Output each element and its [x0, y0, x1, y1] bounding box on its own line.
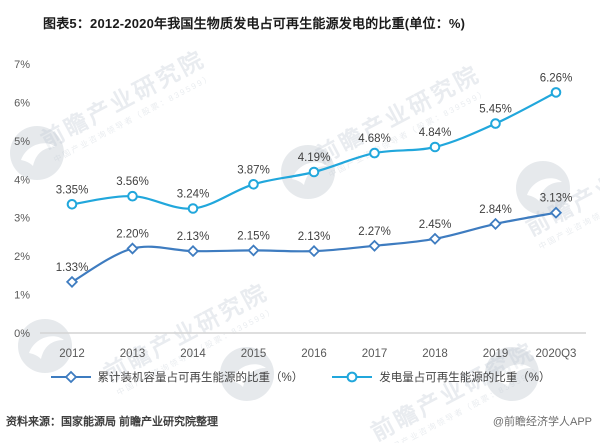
legend-item-generation-share: 发电量占可再生能源的比重（%）	[331, 369, 550, 385]
svg-text:3%: 3%	[14, 213, 30, 225]
svg-text:4.19%: 4.19%	[298, 152, 331, 164]
source-note: 资料来源：国家能源局 前瞻产业研究院整理	[6, 416, 219, 428]
svg-text:2.84%: 2.84%	[479, 204, 512, 216]
chart-title: 图表5：2012-2020年我国生物质发电占可再生能源发电的比重(单位：%)	[43, 16, 466, 31]
legend-item-capacity-share: 累计装机容量占可再生能源的比重（%）	[50, 369, 304, 385]
svg-text:1%: 1%	[14, 290, 30, 302]
legend-label-capacity-share: 累计装机容量占可再生能源的比重（%）	[97, 372, 304, 384]
svg-text:4%: 4%	[14, 174, 30, 186]
svg-text:2019: 2019	[483, 348, 509, 360]
svg-text:0%: 0%	[14, 328, 30, 340]
circle-series-marker-icon	[332, 371, 373, 383]
svg-text:2017: 2017	[362, 348, 388, 360]
svg-text:3.24%: 3.24%	[177, 188, 210, 200]
svg-text:2018: 2018	[422, 348, 448, 360]
svg-text:2012: 2012	[59, 348, 85, 360]
svg-text:5.45%: 5.45%	[479, 104, 512, 116]
credit-note: @前瞻经济学人APP	[492, 416, 592, 428]
svg-text:6.26%: 6.26%	[540, 72, 573, 84]
svg-text:3.87%: 3.87%	[237, 164, 270, 176]
svg-text:7%: 7%	[14, 59, 30, 71]
svg-text:2.20%: 2.20%	[116, 228, 149, 240]
svg-text:2014: 2014	[180, 348, 206, 360]
svg-text:2%: 2%	[14, 251, 30, 263]
svg-text:2013: 2013	[120, 348, 146, 360]
svg-text:3.56%: 3.56%	[116, 176, 149, 188]
legend-label-generation-share: 发电量占可再生能源的比重（%）	[379, 372, 551, 384]
svg-text:3.35%: 3.35%	[56, 184, 89, 196]
svg-text:4.68%: 4.68%	[358, 133, 391, 145]
svg-text:2.13%: 2.13%	[298, 231, 331, 243]
svg-text:2.15%: 2.15%	[237, 230, 270, 242]
svg-text:2020Q3: 2020Q3	[536, 348, 577, 360]
svg-text:2.13%: 2.13%	[177, 231, 210, 243]
svg-text:2.27%: 2.27%	[358, 226, 391, 238]
legend: 累计装机容量占可再生能源的比重（%） 发电量占可再生能源的比重（%）	[0, 369, 600, 385]
svg-text:4.84%: 4.84%	[419, 127, 452, 139]
svg-text:2016: 2016	[301, 348, 327, 360]
svg-text:1.33%: 1.33%	[56, 262, 89, 274]
svg-text:2.45%: 2.45%	[419, 219, 452, 231]
diamond-series-marker-icon	[50, 370, 91, 384]
svg-text:3.13%: 3.13%	[540, 193, 573, 205]
svg-text:5%: 5%	[14, 136, 30, 148]
svg-text:2015: 2015	[241, 348, 267, 360]
svg-text:6%: 6%	[14, 97, 30, 109]
